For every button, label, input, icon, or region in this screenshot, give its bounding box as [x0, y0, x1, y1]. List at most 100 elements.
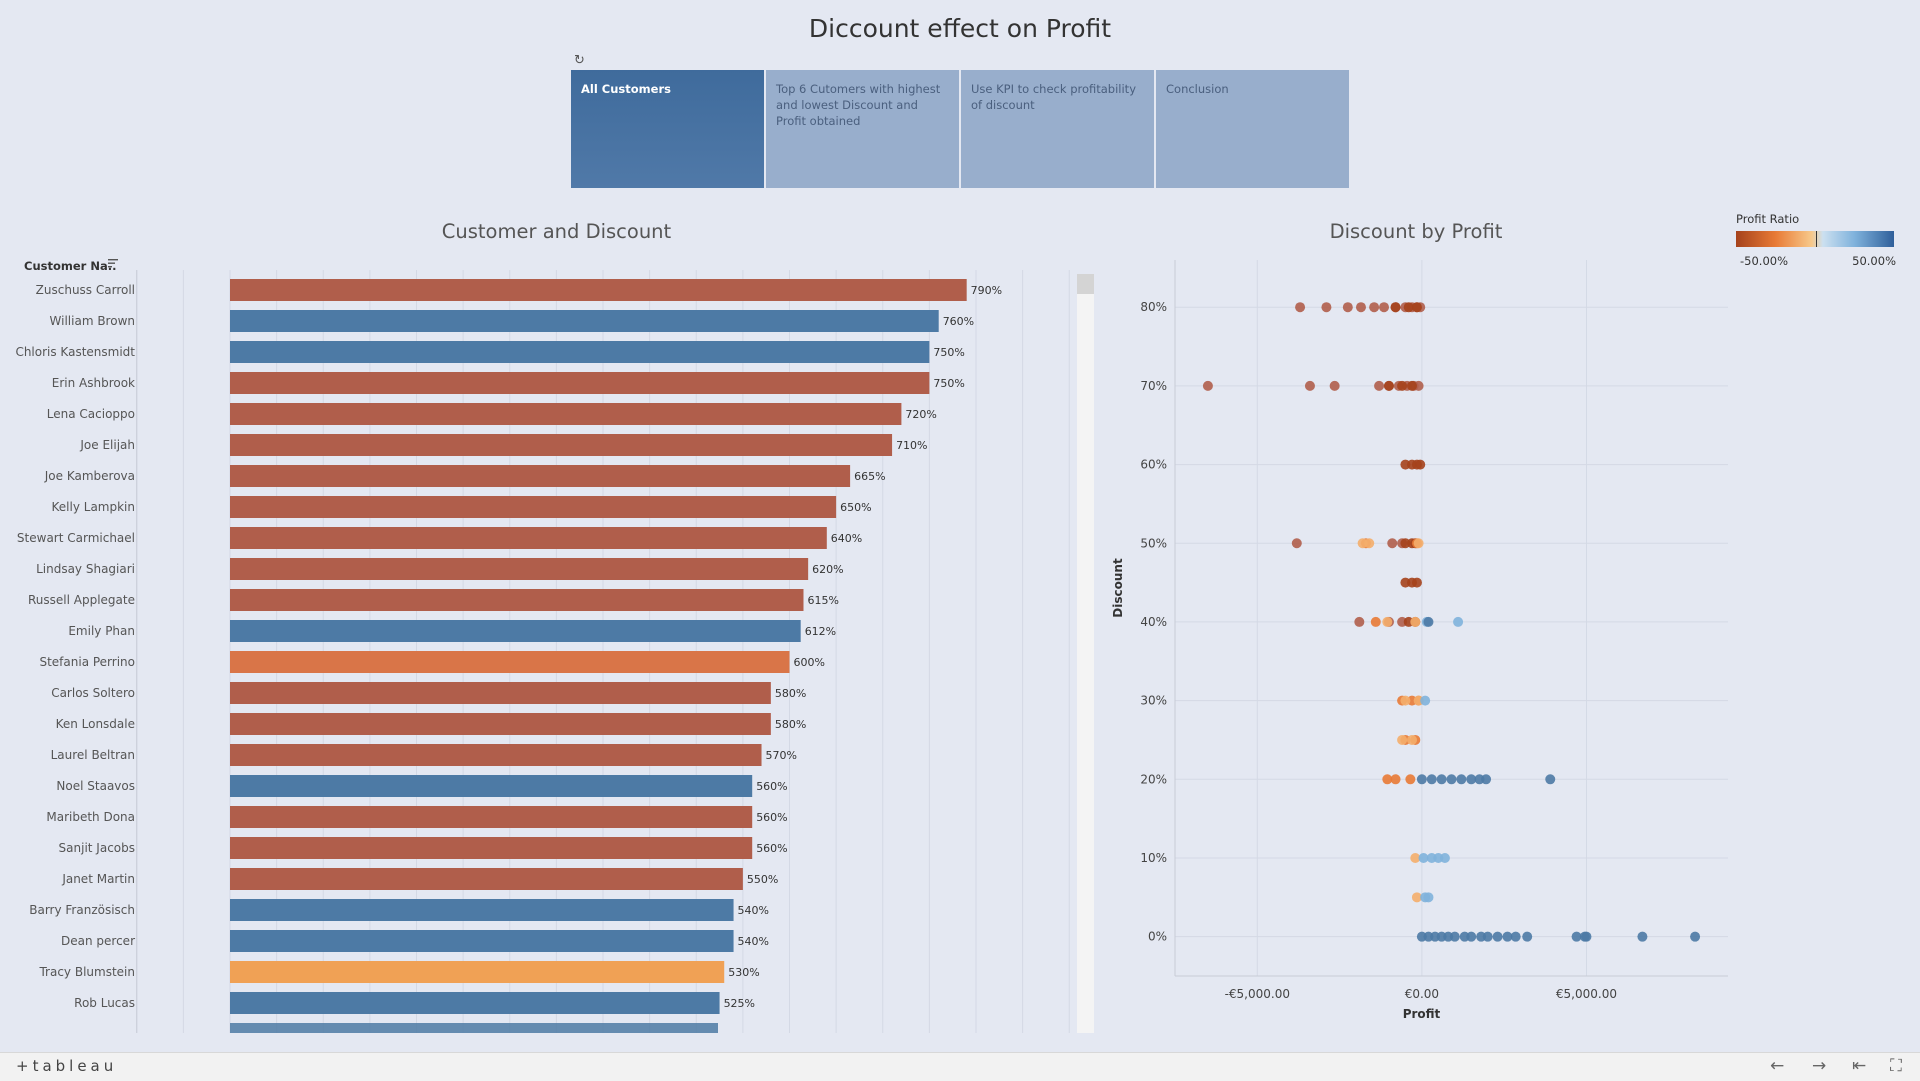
story-point-top-6-customers[interactable]: Top 6 Cutomers with highest and lowest D…: [766, 70, 959, 188]
customer-discount-bar[interactable]: [230, 434, 893, 456]
scatter-point[interactable]: [1522, 931, 1533, 942]
scatter-point[interactable]: [1420, 695, 1431, 706]
customer-discount-bar[interactable]: [230, 310, 939, 332]
scatter-point[interactable]: [1397, 734, 1408, 745]
customer-discount-bar[interactable]: [230, 372, 930, 394]
scatter-point[interactable]: [1502, 931, 1513, 942]
customer-discount-bar[interactable]: [230, 682, 771, 704]
scatter-point[interactable]: [1581, 931, 1592, 942]
scatter-point[interactable]: [1449, 931, 1460, 942]
customer-discount-bar[interactable]: [230, 899, 734, 921]
sort-icon[interactable]: [107, 257, 119, 269]
scatter-point[interactable]: [1364, 538, 1375, 549]
bar-scrollbar-thumb[interactable]: [1077, 274, 1094, 294]
scatter-point[interactable]: [1482, 931, 1493, 942]
scatter-point[interactable]: [1411, 302, 1422, 313]
customer-discount-bar[interactable]: [230, 341, 930, 363]
scatter-point[interactable]: [1342, 302, 1353, 313]
scatter-point[interactable]: [1387, 538, 1398, 549]
scatter-point[interactable]: [1390, 774, 1401, 785]
customer-discount-bar[interactable]: [230, 465, 851, 487]
scatter-point[interactable]: [1407, 734, 1417, 745]
scatter-point[interactable]: [1416, 774, 1427, 785]
customer-discount-bar[interactable]: [230, 620, 801, 642]
story-point-all-customers[interactable]: All Customers: [571, 70, 764, 188]
customer-discount-bar[interactable]: [230, 961, 725, 983]
legend-color-ramp[interactable]: [1736, 231, 1894, 247]
customer-discount-bar[interactable]: [230, 558, 809, 580]
scatter-point[interactable]: [1291, 538, 1302, 549]
customer-discount-bar[interactable]: [230, 775, 753, 797]
customer-discount-bar[interactable]: [230, 403, 902, 425]
scatter-point[interactable]: [1446, 774, 1457, 785]
scatter-point[interactable]: [1481, 774, 1492, 785]
refresh-icon[interactable]: ↻: [574, 53, 585, 68]
bar-scrollbar-track[interactable]: [1077, 274, 1094, 1033]
scatter-point[interactable]: [1407, 380, 1417, 391]
undo-icon[interactable]: ←: [1770, 1056, 1785, 1076]
scatter-point[interactable]: [1403, 302, 1414, 313]
customer-discount-bar[interactable]: [230, 930, 734, 952]
customer-label: Tracy Blumstein: [38, 965, 135, 979]
customer-discount-bar-partial[interactable]: [230, 1023, 718, 1033]
scatter-point[interactable]: [1411, 577, 1422, 588]
scatter-point[interactable]: [1637, 931, 1648, 942]
scatter-point[interactable]: [1415, 459, 1426, 470]
customer-discount-bar[interactable]: [230, 744, 762, 766]
scatter-point[interactable]: [1510, 931, 1521, 942]
scatter-point[interactable]: [1411, 892, 1422, 903]
scatter-point[interactable]: [1397, 380, 1408, 391]
scatter-point[interactable]: [1370, 616, 1381, 627]
customer-discount-bar[interactable]: [230, 651, 790, 673]
scatter-point[interactable]: [1354, 616, 1365, 627]
scatter-point[interactable]: [1383, 380, 1394, 391]
tableau-logo[interactable]: +tableau: [16, 1057, 118, 1075]
scatter-point[interactable]: [1439, 852, 1450, 863]
customer-discount-bar[interactable]: [230, 589, 804, 611]
customer-discount-bar[interactable]: [230, 992, 720, 1014]
scatter-point[interactable]: [1202, 380, 1213, 391]
scatter-point[interactable]: [1410, 616, 1421, 627]
scatter-point[interactable]: [1295, 302, 1306, 313]
customer-discount-bar[interactable]: [230, 837, 753, 859]
scatter-point[interactable]: [1400, 695, 1411, 706]
scatter-point[interactable]: [1382, 616, 1393, 627]
scatter-point[interactable]: [1329, 380, 1340, 391]
revert-icon[interactable]: ⇤: [1852, 1056, 1867, 1076]
customer-discount-bar[interactable]: [230, 496, 837, 518]
customer-discount-bar[interactable]: [230, 868, 743, 890]
customer-name-header[interactable]: Customer Na..: [24, 259, 117, 273]
scatter-point[interactable]: [1413, 538, 1424, 549]
customer-discount-bar[interactable]: [230, 279, 967, 301]
customer-discount-bar[interactable]: [230, 713, 771, 735]
scatter-point[interactable]: [1382, 774, 1393, 785]
scatter-point[interactable]: [1466, 931, 1477, 942]
customer-discount-bar[interactable]: [230, 806, 753, 828]
scatter-point[interactable]: [1423, 616, 1434, 627]
scatter-point[interactable]: [1369, 302, 1380, 313]
scatter-point[interactable]: [1379, 302, 1390, 313]
scatter-point[interactable]: [1466, 774, 1477, 785]
scatter-point[interactable]: [1304, 380, 1315, 391]
scatter-point[interactable]: [1423, 892, 1434, 903]
story-point-kpi[interactable]: Use KPI to check profitability of discou…: [961, 70, 1154, 188]
redo-icon[interactable]: →: [1812, 1056, 1827, 1076]
scatter-point[interactable]: [1492, 931, 1503, 942]
scatter-point[interactable]: [1390, 302, 1401, 313]
scatter-point[interactable]: [1418, 852, 1429, 863]
scatter-point[interactable]: [1453, 616, 1464, 627]
customer-discount-bar[interactable]: [230, 527, 827, 549]
scatter-point[interactable]: [1426, 774, 1437, 785]
scatter-point[interactable]: [1545, 774, 1556, 785]
fullscreen-icon[interactable]: ⛶: [1890, 1056, 1902, 1076]
scatter-point[interactable]: [1405, 774, 1416, 785]
scatter-point[interactable]: [1355, 302, 1366, 313]
scatter-point[interactable]: [1410, 852, 1421, 863]
scatter-point[interactable]: [1374, 380, 1385, 391]
scatter-point[interactable]: [1321, 302, 1332, 313]
scatter-point[interactable]: [1456, 774, 1467, 785]
story-point-conclusion[interactable]: Conclusion: [1156, 70, 1349, 188]
scatter-point[interactable]: [1436, 774, 1447, 785]
scatter-point[interactable]: [1690, 931, 1701, 942]
scatter-point[interactable]: [1571, 931, 1582, 942]
